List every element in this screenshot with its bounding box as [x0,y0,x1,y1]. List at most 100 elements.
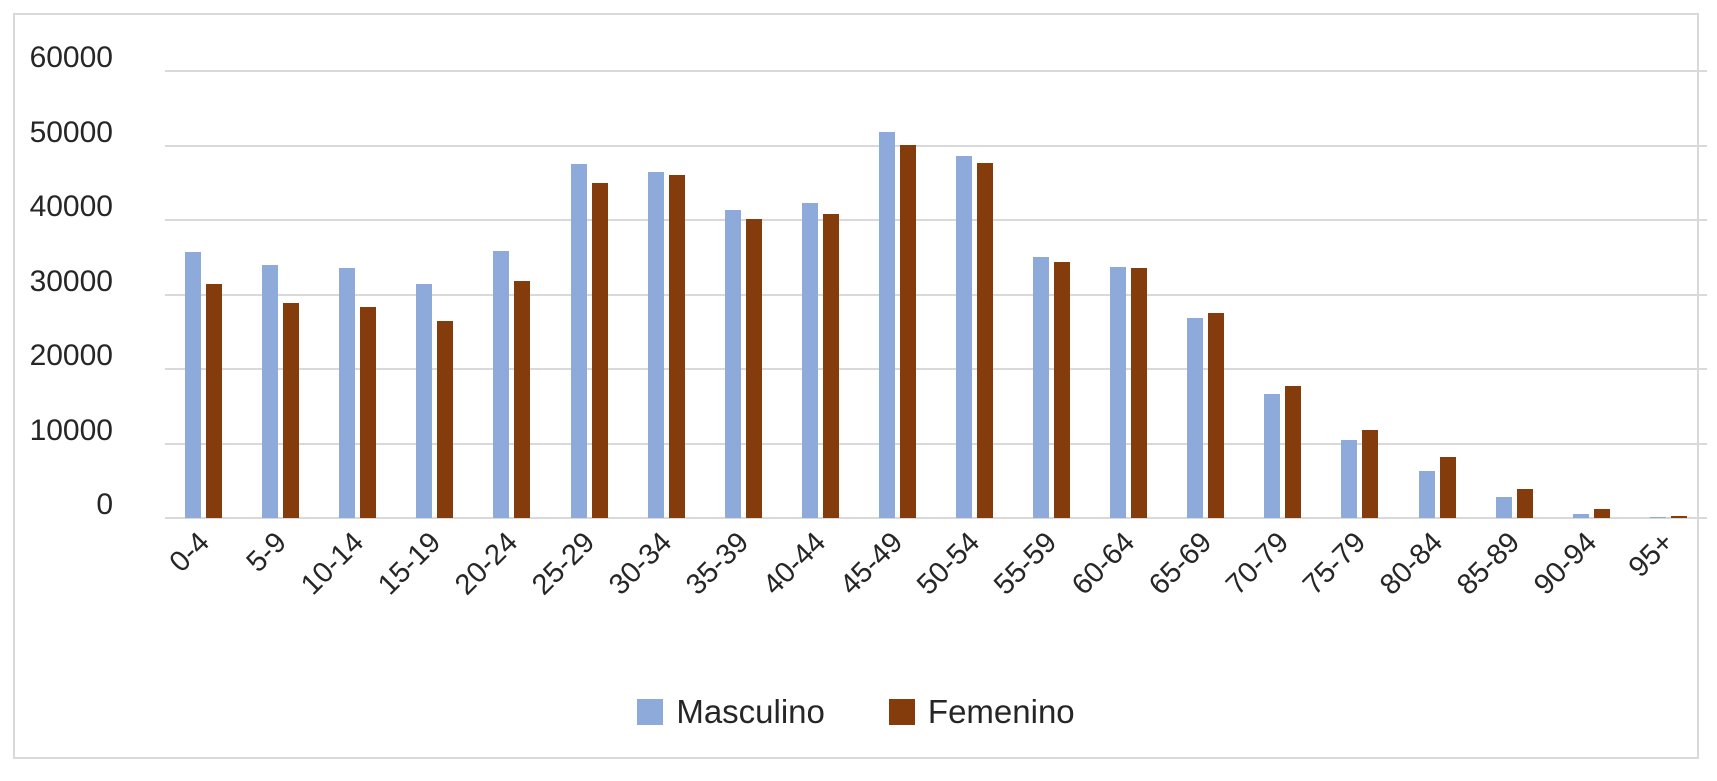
bar-group-45-49 [859,71,936,518]
chart-frame: 0 10000 20000 30000 40000 50000 60000 0-4 5-9 10… [13,13,1707,759]
bar-masculino-15-19 [416,284,433,518]
bar-femenino-70-79 [1285,386,1302,518]
legend-item-masculino: Masculino [637,693,825,731]
bar-masculino-70-79 [1264,394,1281,518]
y-tick-label: 0 [96,488,113,521]
x-tick-label-25-29: 25-29 [525,526,601,602]
legend-item-femenino: Femenino [888,693,1075,731]
bar-femenino-20-24 [514,281,531,518]
bar-group-5-9 [242,71,319,518]
y-tick-label: 40000 [29,190,113,223]
y-tick-label: 10000 [29,413,113,447]
bar-masculino-55-59 [1033,257,1050,518]
bar-femenino-65-69 [1208,313,1225,518]
bar-femenino-35-39 [745,219,762,518]
x-tick-label-40-44: 40-44 [757,526,833,602]
bar-masculino-30-34 [647,172,664,518]
x-tick-label-75-79: 75-79 [1296,526,1372,602]
x-tick-label-60-64: 60-64 [1065,526,1141,602]
x-tick-label-65-69: 65-69 [1142,526,1218,602]
bar-group-15-19 [396,71,473,518]
y-tick-label: 50000 [29,115,113,149]
bar-masculino-35-39 [724,210,741,518]
bar-groups [165,71,1707,518]
bar-masculino-40-44 [801,203,818,518]
plot-area [165,70,1707,519]
bar-masculino-10-14 [339,268,356,518]
bar-masculino-90-94 [1572,514,1589,518]
bar-femenino-5-9 [283,303,300,518]
gridline-0 [165,517,1707,519]
x-tick-label-55-59: 55-59 [988,526,1064,602]
bar-group-70-79 [1244,71,1321,518]
bar-femenino-85-89 [1516,489,1533,518]
gridline-40000 [165,219,1707,221]
legend: Masculino Femenino [15,693,1697,731]
bar-femenino-25-29 [591,183,608,518]
y-tick-label: 30000 [29,264,113,298]
bar-group-95+ [1630,71,1707,518]
x-tick-label-90-94: 90-94 [1528,526,1604,602]
bar-femenino-80-84 [1439,457,1456,518]
bar-group-40-44 [782,71,859,518]
x-tick-label-80-84: 80-84 [1374,526,1450,602]
x-tick-label-95+: 95+ [1622,526,1681,584]
bar-masculino-25-29 [570,164,587,518]
gridline-60000 [165,70,1707,72]
bar-masculino-50-54 [955,156,972,518]
x-tick-label-70-79: 70-79 [1219,526,1295,602]
bar-femenino-15-19 [437,321,454,518]
x-tick-label-15-19: 15-19 [371,526,447,602]
bar-masculino-85-89 [1495,497,1512,518]
legend-label-masculino: Masculino [676,693,825,730]
bar-femenino-60-64 [1131,268,1148,518]
x-tick-label-35-39: 35-39 [680,526,756,602]
bar-group-50-54 [936,71,1013,518]
y-tick-label: 60000 [29,41,113,74]
y-tick-label: 20000 [29,339,113,372]
bar-group-65-69 [1167,71,1244,518]
bar-group-10-14 [319,71,396,518]
x-tick-label-30-34: 30-34 [603,526,679,602]
bar-femenino-40-44 [822,214,839,518]
legend-label-femenino: Femenino [927,693,1075,730]
gridline-30000 [165,293,1707,296]
bar-masculino-0-4 [185,252,202,518]
bar-femenino-45-49 [899,145,916,518]
bar-masculino-45-49 [878,132,895,518]
bar-femenino-10-14 [360,307,377,518]
bar-masculino-65-69 [1187,318,1204,518]
x-tick-label-85-89: 85-89 [1451,526,1527,602]
legend-swatch-masculino [637,699,664,725]
bar-group-35-39 [705,71,782,518]
bar-femenino-90-94 [1593,509,1610,518]
bar-group-80-84 [1399,71,1476,518]
bar-masculino-80-84 [1418,471,1435,518]
bar-masculino-5-9 [262,265,279,518]
legend-swatch-femenino [888,699,915,725]
bar-group-25-29 [550,71,627,518]
x-tick-label-45-49: 45-49 [834,526,910,602]
bar-femenino-50-54 [976,163,993,518]
x-tick-label-20-24: 20-24 [448,526,524,602]
x-tick-label-10-14: 10-14 [294,526,370,602]
x-tick-label-5-9: 5-9 [240,526,293,579]
bar-group-55-59 [1013,71,1090,518]
bar-femenino-0-4 [206,284,223,518]
bar-group-20-24 [473,71,550,518]
bar-group-75-79 [1321,71,1398,518]
gridline-10000 [165,442,1707,445]
gridline-20000 [165,368,1707,370]
bar-femenino-55-59 [1054,262,1071,518]
bar-masculino-95+ [1649,517,1666,518]
bar-femenino-75-79 [1362,430,1379,518]
bar-masculino-60-64 [1110,267,1127,518]
x-tick-label-50-54: 50-54 [911,526,987,602]
bar-group-85-89 [1476,71,1553,518]
bar-masculino-75-79 [1341,440,1358,518]
bar-group-90-94 [1553,71,1630,518]
gridline-50000 [165,144,1707,147]
bar-femenino-95+ [1670,516,1687,518]
bar-group-30-34 [628,71,705,518]
